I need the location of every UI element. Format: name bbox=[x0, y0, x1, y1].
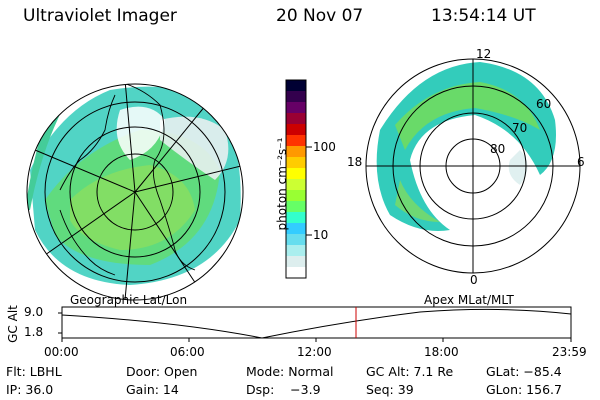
date-label: 20 Nov 07 bbox=[276, 6, 364, 26]
mlat-label-80: 80 bbox=[490, 142, 506, 156]
geographic-caption: Geographic Lat/Lon bbox=[70, 293, 188, 307]
mlt-label-0: 0 bbox=[470, 273, 478, 287]
info-mode: Mode: Normal bbox=[246, 364, 334, 379]
info-seq: Seq: 39 bbox=[366, 382, 414, 397]
apex-caption: Apex MLat/MLT bbox=[424, 293, 514, 307]
colorbar-segment bbox=[286, 157, 306, 169]
info-glat: GLat: −85.4 bbox=[486, 364, 562, 379]
colorbar-segment bbox=[286, 91, 306, 103]
altitude-xtick-2: 12:00 bbox=[297, 345, 332, 359]
geographic-map bbox=[26, 83, 244, 301]
colorbar-segment bbox=[286, 102, 306, 114]
info-gc-alt: GC Alt: 7.1 Re bbox=[366, 364, 454, 379]
colorbar-segment bbox=[286, 223, 306, 235]
mlat-label-70: 70 bbox=[512, 121, 528, 135]
mlt-label-12: 12 bbox=[476, 47, 492, 61]
info-flt: Flt: LBHL bbox=[6, 364, 62, 379]
altitude-xtick-3: 18:00 bbox=[424, 345, 459, 359]
colorbar-unit-label: photon cm⁻²s⁻¹ bbox=[275, 137, 289, 231]
altitude-ytick-high: 9.0 bbox=[24, 305, 44, 319]
colorbar-segment bbox=[286, 124, 306, 136]
colorbar-segment bbox=[286, 245, 306, 257]
colorbar-border bbox=[285, 79, 307, 279]
magnetic-map bbox=[365, 58, 581, 274]
info-dsp: Dsp: −3.9 bbox=[246, 382, 321, 397]
colorbar-segment bbox=[286, 113, 306, 125]
info-door: Door: Open bbox=[126, 364, 198, 379]
altitude-xtick-0: 00:00 bbox=[44, 345, 79, 359]
colorbar-segment bbox=[286, 190, 306, 202]
info-glon: GLon: 156.7 bbox=[486, 382, 562, 397]
colorbar-segment bbox=[286, 146, 306, 158]
colorbar-segment bbox=[286, 168, 306, 180]
altitude-xtick-4: 23:59 bbox=[552, 345, 587, 359]
colorbar bbox=[285, 79, 307, 279]
time-label: 13:54:14 UT bbox=[431, 6, 536, 26]
colorbar-segment bbox=[286, 135, 306, 147]
colorbar-segment bbox=[286, 256, 306, 268]
colorbar-segment bbox=[286, 212, 306, 224]
mlt-label-6: 6 bbox=[577, 155, 585, 169]
altitude-xtick-1: 06:00 bbox=[170, 345, 205, 359]
info-ip: IP: 36.0 bbox=[6, 382, 54, 397]
altitude-plot bbox=[58, 306, 572, 342]
colorbar-segment bbox=[286, 80, 306, 92]
colorbar-segment bbox=[286, 234, 306, 246]
colorbar-tick-label-100: 100 bbox=[313, 140, 336, 154]
colorbar-segment bbox=[286, 201, 306, 213]
colorbar-tick-label-10: 10 bbox=[313, 228, 329, 242]
altitude-ytick-low: 1.8 bbox=[24, 325, 44, 339]
instrument-title: Ultraviolet Imager bbox=[23, 6, 177, 26]
mlat-label-60: 60 bbox=[536, 97, 552, 111]
mlt-label-18: 18 bbox=[347, 155, 363, 169]
altitude-ylabel: GC Alt bbox=[6, 305, 20, 343]
colorbar-segment bbox=[286, 267, 306, 279]
info-gain: Gain: 14 bbox=[126, 382, 179, 397]
colorbar-segment bbox=[286, 179, 306, 191]
